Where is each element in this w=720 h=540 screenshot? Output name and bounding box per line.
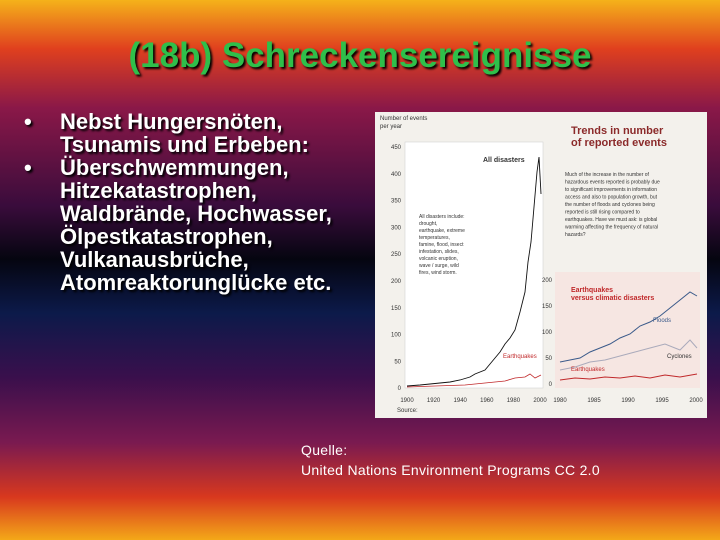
credit: Quelle: United Nations Environment Progr… [301,440,600,480]
note-line: earthquakes. Have we must ask: is global [565,217,657,223]
panel-title: versus climatic disasters [571,295,654,302]
note-line: infestation, slides, [419,249,459,255]
axis-label: per year [380,124,402,130]
y-tick-label: 300 [391,225,402,231]
slide-title: (18b) Schreckensereignisse [128,36,592,75]
bullet: Nebst Hungersnöten, Tsunamis und Erbeben… [22,110,367,156]
figure: Number of events per year Trends in numb… [375,112,707,418]
note-line: volcanic eruption, [419,256,458,262]
note-line: Much of the increase in the number of [565,172,650,178]
y-tick-label: 0 [398,386,402,392]
x-tick-label: 1940 [454,398,468,404]
note-line: access and also to population growth, bu… [565,195,658,201]
note-line: reported is still rising compared to [565,210,640,216]
x-tick-label: 1960 [480,398,494,404]
figure-title: Trends in number [571,125,664,137]
note-line: wave / surge, wild [419,263,459,269]
y-tick-label: 400 [391,172,402,178]
y-tick-label: 150 [391,306,402,312]
illustration-line [559,373,698,381]
note-line: the number of floods and cyclones being [565,202,655,208]
y-tick-label: 100 [542,330,553,336]
y-tick-label: 200 [542,278,553,284]
bullet-list: Nebst Hungersnöten, Tsunamis und Erbeben… [22,110,367,294]
y-tick-label: 350 [391,199,402,205]
credit-line: United Nations Environment Programs CC 2… [301,462,600,478]
axis-label: Number of events [380,116,427,122]
x-tick-label: 1990 [621,398,635,404]
illustration-line [559,291,698,363]
credit-line: Quelle: [301,442,348,458]
y-tick-label: 250 [391,252,402,258]
illustration-line [406,373,542,388]
note-line: hazardous events reported is probably du… [565,180,660,186]
y-tick-label: 0 [549,382,553,388]
figure-title: of reported events [571,137,667,149]
x-tick-label: 1995 [655,398,669,404]
x-tick-label: 1980 [507,398,521,404]
y-tick-label: 450 [391,145,402,151]
note-line: All disasters include: [419,214,465,220]
x-tick-label: 1920 [427,398,441,404]
series-label: Earthquakes [503,354,537,360]
bullet: Überschwemmungen, Hitzekatastrophen, Wal… [22,156,367,294]
text-blocks: All disasters include:drought,earthquake… [391,145,703,404]
series-label: Cyclones [667,354,692,360]
series-label: All disasters [483,157,525,164]
note-line: famine, flood, insect [419,242,464,248]
x-tick-label: 1985 [587,398,601,404]
panel-title: Earthquakes [571,287,613,294]
y-tick-label: 150 [542,304,553,310]
note-line: drought, [419,221,437,227]
y-tick-label: 50 [394,359,401,365]
note-line: earthquake, extreme [419,228,465,234]
y-tick-label: 200 [391,279,402,285]
x-tick-label: 1980 [553,398,567,404]
note-line: to significant improvements in informati… [565,187,657,193]
y-tick-label: 100 [391,333,402,339]
illustration-line [559,339,698,371]
series-label: Floods [653,318,671,324]
note-line: hazards? [565,232,586,238]
note-line: temperatures, [419,235,450,241]
right-panel [555,272,700,388]
note-line: warming affecting the frequency of natur… [565,225,658,231]
x-tick-label: 2000 [533,398,547,404]
x-tick-label: 2000 [689,398,703,404]
series-label: Earthquakes [571,367,605,373]
y-tick-label: 50 [545,356,552,362]
source: Source: [397,408,418,414]
illustration-line [406,156,542,387]
left-panel [404,141,544,389]
x-tick-label: 1900 [400,398,414,404]
note-line: fires, wind storm. [419,270,457,276]
